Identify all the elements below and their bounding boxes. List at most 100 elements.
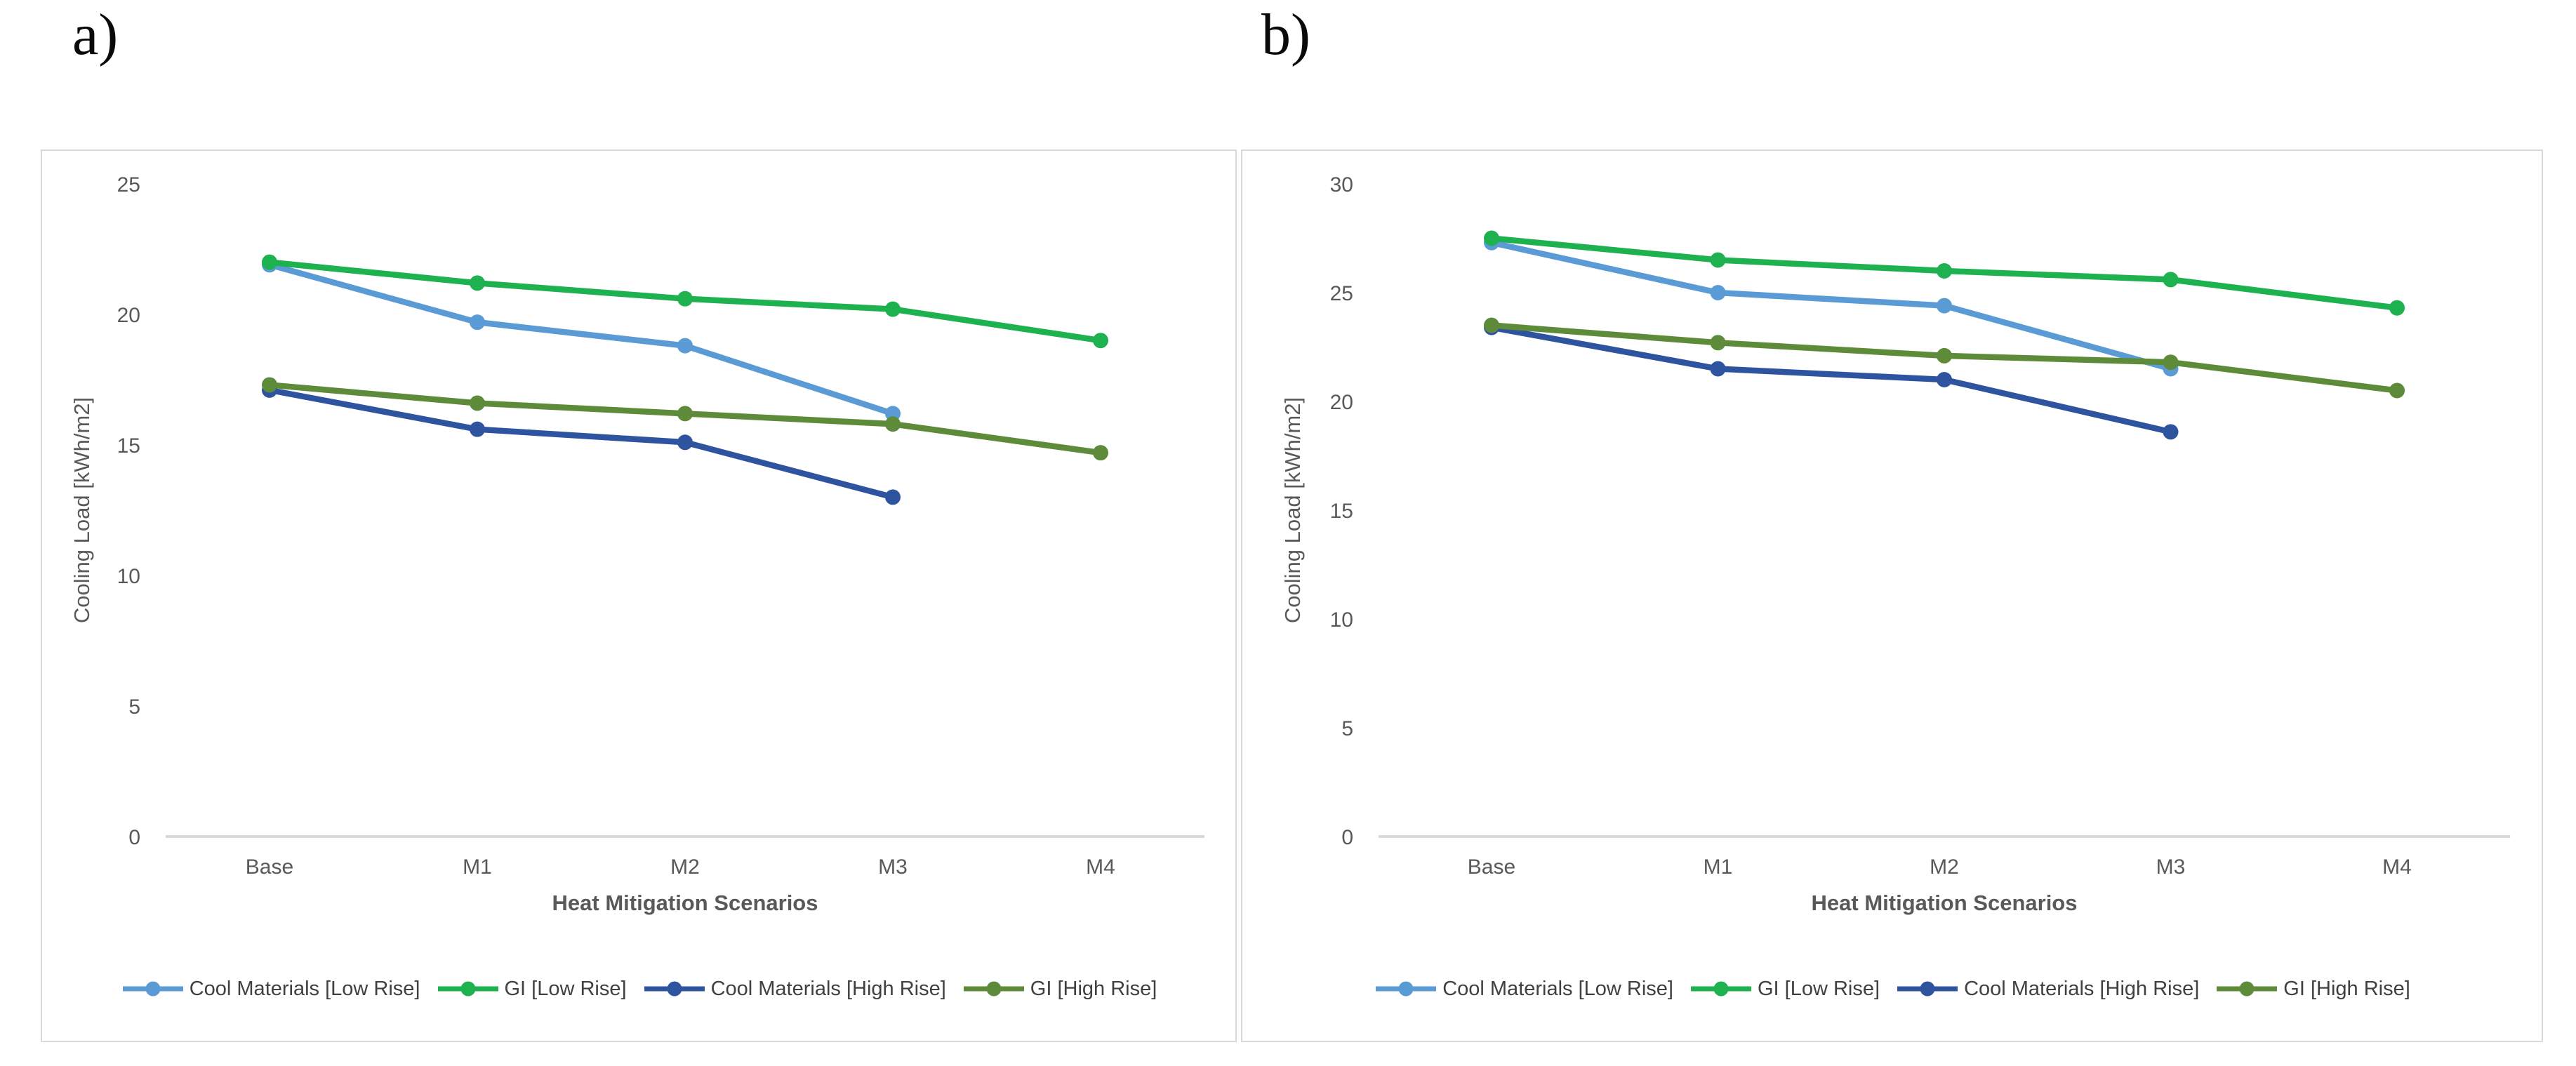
- data-point-marker: [885, 416, 901, 432]
- line-chart-b: Cooling Load [kWh/m2] 0 5 10 15 20 25 30 Base M1 M…: [1280, 173, 2511, 915]
- legend-label: Cool Materials [High Rise]: [710, 977, 946, 1000]
- y-tick-label: 5: [128, 695, 140, 719]
- legend-marker-dot: [1920, 981, 1935, 997]
- series-line: [266, 262, 896, 417]
- data-point-marker: [885, 489, 901, 505]
- data-point-marker: [1937, 347, 1952, 364]
- x-tick-label: M3: [2156, 855, 2186, 879]
- line-chart-a: Cooling Load [kWh/m2] 0 5 10 15 20 25 Base M1 M2 M…: [69, 173, 1204, 915]
- chart-panel-a: Cooling Load [kWh/m2] 0 5 10 15 20 25 Base M1 M2 M…: [41, 149, 1237, 1042]
- data-point-marker: [677, 434, 693, 451]
- legend-item: GI [Low Rise]: [436, 978, 627, 1001]
- legend-label: GI [High Rise]: [1030, 977, 1157, 1000]
- data-point-marker: [1710, 361, 1726, 377]
- data-point-marker: [470, 275, 485, 291]
- legend-line-marker-icon: [1376, 981, 1437, 997]
- legend-line-marker-icon: [437, 981, 498, 997]
- legend-line-marker-icon: [2217, 981, 2278, 997]
- data-point-marker: [1937, 298, 1952, 314]
- data-point-marker: [1937, 372, 1952, 387]
- legend-marker-dot: [145, 981, 161, 997]
- panel-label-a: a): [72, 2, 119, 67]
- y-tick-label: 20: [117, 304, 140, 327]
- y-tick-label: 30: [1330, 173, 1353, 196]
- legend-item: GI [High Rise]: [2215, 978, 2410, 1001]
- legend-item: GI [High Rise]: [962, 978, 1157, 1001]
- data-point-marker: [677, 291, 693, 307]
- y-axis-title: Cooling Load [kWh/m2]: [1280, 397, 1305, 623]
- data-point-marker: [1710, 252, 1726, 268]
- legend-line-marker-icon: [644, 981, 705, 997]
- y-tick-label: 15: [1330, 500, 1353, 523]
- legend-label: Cool Materials [Low Rise]: [189, 977, 420, 1000]
- data-point-marker: [1710, 285, 1726, 300]
- data-point-marker: [2163, 424, 2179, 440]
- legend-item: GI [Low Rise]: [1689, 978, 1880, 1001]
- legend-marker-dot: [1398, 981, 1414, 997]
- data-point-marker: [2163, 272, 2179, 288]
- legend-marker-dot: [460, 981, 475, 997]
- x-tick-label: M1: [1704, 855, 1733, 879]
- legend: Cool Materials [Low Rise] GI [Low Rise] Co…: [1242, 973, 2542, 1004]
- y-tick-label: 0: [1341, 826, 1353, 849]
- x-tick-label: M1: [463, 855, 492, 879]
- x-tick-label: Base: [1468, 855, 1515, 879]
- data-point-marker: [1484, 317, 1499, 333]
- legend-line-marker-icon: [963, 981, 1024, 997]
- data-point-marker: [262, 377, 277, 393]
- y-axis-title: Cooling Load [kWh/m2]: [69, 397, 94, 623]
- series-line: [1488, 239, 2174, 372]
- legend-item: Cool Materials [Low Rise]: [1374, 978, 1673, 1001]
- data-point-marker: [2389, 382, 2405, 399]
- y-tick-label: 10: [1330, 608, 1353, 632]
- legend-label: GI [Low Rise]: [1758, 977, 1880, 1000]
- legend-label: GI [High Rise]: [2283, 977, 2410, 1000]
- data-point-marker: [2163, 354, 2179, 371]
- x-axis-title: Heat Mitigation Scenarios: [552, 891, 818, 915]
- legend-marker-dot: [667, 981, 682, 997]
- y-tick-label: 20: [1330, 391, 1353, 414]
- data-point-marker: [2389, 300, 2405, 316]
- legend-line-marker-icon: [122, 981, 183, 997]
- y-tick-label: 0: [128, 826, 140, 849]
- legend-line-marker-icon: [1897, 981, 1958, 997]
- legend-item: Cool Materials [High Rise]: [642, 978, 946, 1001]
- data-point-marker: [677, 406, 693, 422]
- data-point-marker: [1937, 263, 1952, 279]
- legend-item: Cool Materials [High Rise]: [1895, 978, 2199, 1001]
- data-point-marker: [262, 254, 277, 270]
- legend-marker-dot: [1713, 981, 1729, 997]
- data-point-marker: [1710, 335, 1726, 351]
- x-tick-label: M2: [1930, 855, 1959, 879]
- y-tick-label: 25: [117, 173, 140, 196]
- legend-label: Cool Materials [Low Rise]: [1442, 977, 1673, 1000]
- legend-marker-dot: [986, 981, 1002, 997]
- y-tick-label: 25: [1330, 282, 1353, 305]
- series-line: [1488, 324, 2174, 435]
- data-point-marker: [885, 301, 901, 317]
- data-point-marker: [470, 421, 485, 437]
- x-tick-label: M3: [878, 855, 908, 879]
- legend-item: Cool Materials [Low Rise]: [121, 978, 420, 1001]
- x-tick-label: M4: [2382, 855, 2412, 879]
- x-tick-label: M4: [1086, 855, 1115, 879]
- legend-marker-dot: [2239, 981, 2255, 997]
- x-axis-title: Heat Mitigation Scenarios: [1812, 891, 2078, 915]
- legend-label: GI [Low Rise]: [504, 977, 627, 1000]
- y-tick-label: 10: [117, 565, 140, 588]
- data-point-marker: [470, 395, 485, 411]
- y-tick-label: 5: [1341, 717, 1353, 740]
- x-tick-label: M2: [670, 855, 700, 879]
- data-point-marker: [470, 314, 485, 331]
- y-tick-label: 15: [117, 434, 140, 458]
- chart-panel-b: Cooling Load [kWh/m2] 0 5 10 15 20 25 30 Base M1 M…: [1241, 149, 2543, 1042]
- legend: Cool Materials [Low Rise] GI [Low Rise] Co…: [42, 973, 1235, 1004]
- legend-label: Cool Materials [High Rise]: [1964, 977, 2200, 1000]
- data-point-marker: [1093, 445, 1108, 461]
- data-point-marker: [1093, 333, 1108, 349]
- legend-line-marker-icon: [1691, 981, 1751, 997]
- panel-label-b: b): [1261, 2, 1310, 67]
- series-line: [266, 387, 896, 500]
- x-tick-label: Base: [246, 855, 293, 879]
- data-point-marker: [1484, 230, 1499, 246]
